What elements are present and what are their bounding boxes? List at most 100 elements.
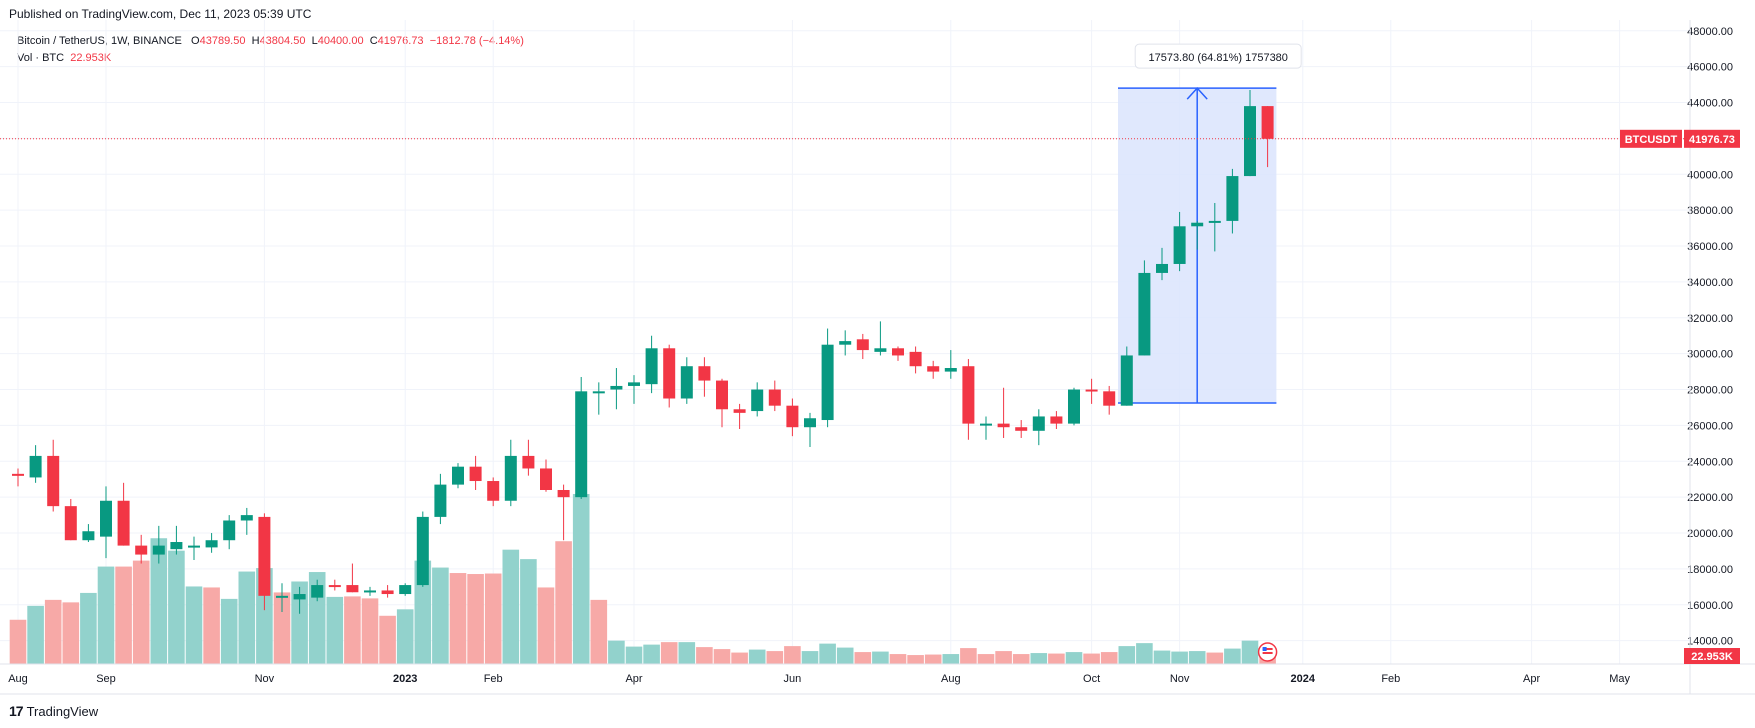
volume-bar [1136,643,1153,664]
candle-body [293,594,306,600]
volume-bar [379,615,396,664]
volume-bar [484,573,502,664]
volume-bar [801,651,819,664]
candle-body [874,348,887,352]
candle-body [1068,389,1080,424]
volume-bar [766,651,784,664]
volume-bar [150,538,168,664]
candle-body [82,531,95,541]
volume-bar [1224,648,1241,664]
x-tick-label: Feb [1381,673,1400,685]
volume-bar [889,654,907,664]
volume-bar [414,560,432,664]
candle-body [909,351,922,367]
candle-body [364,590,376,593]
candle-body [628,382,640,386]
y-tick-label: 16000.00 [1687,600,1733,612]
candle-body [821,344,834,421]
candle-body [1050,416,1063,424]
candle-body [1015,427,1028,431]
x-tick-label: Apr [1523,673,1540,685]
volume-bar [273,592,291,664]
close-value: 41976.73 [377,35,424,47]
volume-bar [572,494,590,664]
candle-body [962,366,975,424]
candle-body [680,366,693,399]
volume-bar [203,587,220,664]
x-tick-label: 2023 [393,673,417,685]
candle-body [381,590,394,595]
volume-bar [836,647,854,664]
volume-bar [361,598,379,664]
candle-body [487,481,500,501]
volume-bar [1188,651,1206,664]
volume-bar [326,596,344,664]
volume-bar [713,649,731,664]
volume-bar [432,567,449,664]
close-label: C [369,35,378,47]
candle-body [1085,389,1098,392]
volume-bar [784,646,801,664]
x-tick-label: May [1609,673,1630,685]
candle-body [733,409,746,413]
volume-bar [924,654,942,664]
volume-bar [44,599,62,664]
footer: 17 TradingView [9,703,98,719]
volume-bar [1083,653,1100,664]
volume-legend: Vol · BTC 22.953K [17,52,111,64]
y-tick-label: 20000.00 [1687,528,1733,540]
volume-bar [731,652,748,664]
candle-body [504,455,517,501]
candle-body [1208,220,1221,223]
candle-body [399,585,412,595]
volume-bar [660,642,678,664]
volume-bar [907,655,924,664]
volume-bar [220,598,238,664]
volume-bar [9,619,27,664]
y-tick-label: 36000.00 [1687,241,1733,253]
volume-bar [1206,652,1224,664]
candle-body [117,500,130,546]
candle-body [751,389,764,412]
candle-body [1156,263,1168,273]
volume-bar [977,654,995,664]
volume-bar [678,642,696,664]
candle-body [416,516,429,586]
x-tick-label: Feb [484,673,503,685]
volume-bar [1030,653,1048,664]
candle-body [469,466,482,482]
candle-body [892,348,904,356]
low-label: L [311,35,318,47]
candle-body [804,418,816,428]
change-value: −1812.78 (−4.14%) [429,35,524,47]
published-note: Published on TradingView.com, Dec 11, 20… [9,7,312,21]
candle-body [663,348,676,399]
last-volume-label: 22.953K [1691,651,1733,663]
y-tick-label: 14000.00 [1687,636,1733,648]
candle-body [311,585,324,598]
volume-bar [1171,651,1188,664]
candle-body [276,595,288,598]
candle-body [328,585,341,588]
y-tick-label: 18000.00 [1687,564,1733,576]
volume-bar [555,541,572,664]
candle-body [1032,416,1045,431]
high-label: H [251,35,260,47]
candle-body [645,348,658,385]
volume-bar [27,605,44,664]
volume-bar [1153,650,1171,664]
volume-bar [344,596,361,664]
volume-bar [1118,646,1136,664]
volume-bar [1065,652,1083,664]
x-tick-label: 2024 [1291,673,1316,685]
x-tick-label: Aug [941,673,961,685]
candle-body [12,473,24,476]
last-price-label: 41976.73 [1689,134,1735,146]
candle-body [944,368,957,372]
candle-body [64,506,77,541]
measure-label: 17573.80 (64.81%) 1757380 [1148,52,1287,64]
y-tick-label: 30000.00 [1687,349,1733,361]
candle-body [716,380,728,410]
candle-body [1261,106,1274,139]
